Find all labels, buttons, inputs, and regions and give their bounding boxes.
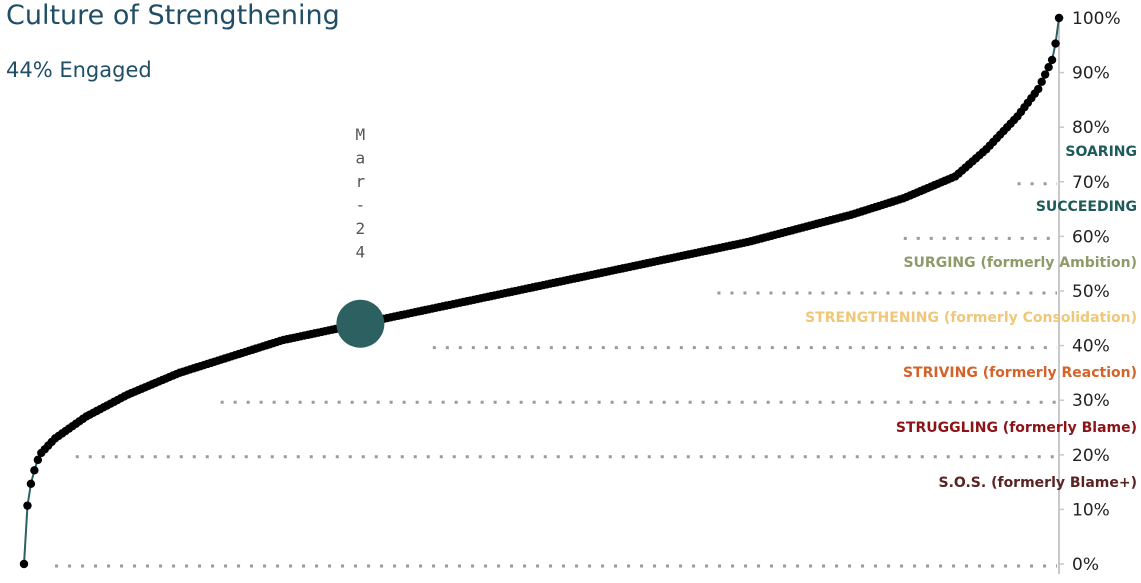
- data-point: [26, 479, 36, 488]
- data-point: [23, 501, 32, 510]
- highlight-marker: [336, 299, 385, 348]
- zone-label: S.O.S. (formerly Blame+): [938, 475, 1137, 491]
- data-point: [19, 559, 29, 569]
- data-point: [1054, 13, 1064, 23]
- zone-threshold-lines: [55, 182, 1057, 568]
- y-tick-label: 100%: [1072, 9, 1121, 29]
- y-tick-label: 90%: [1072, 64, 1110, 84]
- chart-title: Culture of Strengthening: [6, 0, 340, 31]
- highlight-label-char: 2: [356, 219, 366, 238]
- zone-label: SUCCEEDING: [1036, 199, 1137, 215]
- zone-label: SURGING (formerly Ambition): [903, 255, 1137, 271]
- y-tick-label: 60%: [1072, 227, 1110, 247]
- data-point: [1047, 55, 1057, 65]
- data-point: [1034, 84, 1043, 94]
- data-point: [1044, 63, 1053, 72]
- y-tick-label: 50%: [1072, 282, 1110, 302]
- highlight-label-char: M: [356, 125, 366, 144]
- highlight-label-char: 4: [356, 243, 366, 262]
- data-point: [30, 466, 39, 475]
- zone-label: STRENGTHENING (formerly Consolidation): [805, 310, 1137, 326]
- data-point: [1037, 77, 1046, 87]
- y-tick-label: 0%: [1072, 555, 1099, 575]
- respondent-points: [19, 13, 1064, 569]
- engagement-curve: [23, 17, 1060, 565]
- highlight-label-char: r: [356, 172, 366, 191]
- zone-label: SOARING: [1065, 144, 1137, 160]
- data-point: [33, 455, 43, 465]
- curve-line: [23, 17, 1060, 565]
- highlight-label-char: -: [356, 196, 366, 215]
- y-axis: 0% 10% 20% 30% 40% 50% 60% 70% 80% 90% 100%: [1058, 9, 1121, 575]
- highlight-label-char: a: [356, 149, 366, 168]
- zone-label: STRIVING (formerly Reaction): [903, 365, 1137, 381]
- zone-label: STRUGGLING (formerly Blame): [896, 420, 1137, 436]
- zone-labels: SOARING SUCCEEDING SURGING (formerly Ambit…: [805, 144, 1137, 491]
- data-point: [1051, 39, 1060, 48]
- y-tick-label: 20%: [1072, 446, 1110, 466]
- y-tick-label: 40%: [1072, 337, 1110, 357]
- y-tick-label: 70%: [1072, 173, 1110, 193]
- y-tick-label: 10%: [1072, 500, 1110, 520]
- chart-subtitle: 44% Engaged: [6, 58, 152, 82]
- highlight-marker-group: Mar - 2 4: [336, 125, 385, 348]
- y-tick-label: 80%: [1072, 118, 1110, 138]
- y-tick-label: 30%: [1072, 391, 1110, 411]
- data-point: [1040, 70, 1050, 79]
